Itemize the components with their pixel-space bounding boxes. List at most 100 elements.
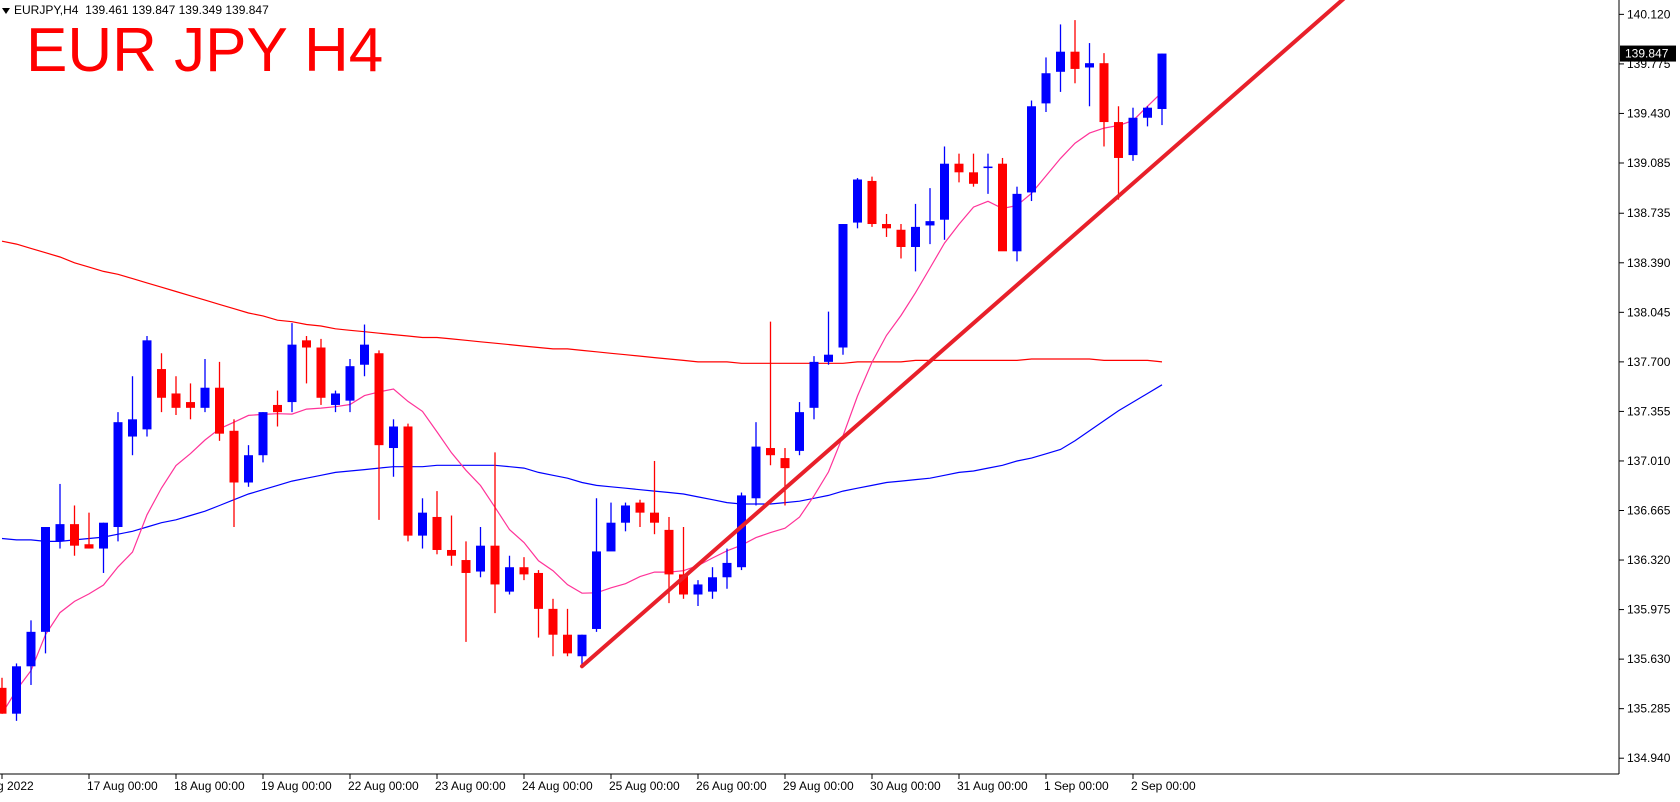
trendline-layer[interactable] (580, 0, 1362, 669)
candle-body (911, 226, 920, 247)
price-tick-label: 138.045 (1627, 305, 1671, 319)
candle-body (1070, 51, 1080, 69)
candle-body (824, 354, 833, 362)
candle-body (1041, 73, 1051, 104)
time-tick-label: 2 Sep 00:00 (1131, 779, 1196, 793)
candle-body (679, 574, 688, 595)
candle-body (316, 347, 326, 398)
candle-body (766, 448, 775, 456)
candle-body (113, 422, 123, 528)
price-tick-label: 136.320 (1627, 553, 1671, 567)
candle-body (128, 419, 137, 437)
high-value: 139.847 (131, 3, 176, 17)
trendline[interactable] (580, 0, 1362, 669)
candle-body (26, 631, 36, 667)
candle-body (896, 229, 906, 247)
price-tick-label: 139.430 (1627, 106, 1671, 120)
candle-body (157, 369, 166, 398)
price-tick-label: 135.630 (1627, 652, 1671, 666)
candle-body (0, 687, 7, 714)
price-tick-label: 139.085 (1627, 156, 1671, 170)
candle-body (1157, 53, 1167, 109)
candle-body (969, 172, 978, 184)
candle-body (258, 412, 268, 456)
candle-body (476, 545, 485, 572)
candle-body (200, 387, 210, 408)
candle-body (41, 527, 50, 632)
candle-body (1056, 51, 1065, 72)
current-price-box (1620, 45, 1676, 62)
time-tick-label: 18 Aug 00:00 (174, 779, 245, 793)
candle-body (635, 502, 645, 513)
candle-body (519, 567, 529, 575)
time-tick-label: 22 Aug 00:00 (348, 779, 419, 793)
price-axis[interactable]: 140.120139.775139.430139.085138.735138.3… (1619, 7, 1671, 765)
price-tick-label: 137.700 (1627, 355, 1671, 369)
candle-body (505, 567, 514, 592)
price-tick-label: 135.285 (1627, 702, 1671, 716)
candle-body (84, 544, 94, 549)
candle-body (287, 344, 297, 403)
candle-body (360, 344, 369, 365)
close-value: 139.847 (225, 3, 269, 17)
candle-body (186, 402, 195, 408)
time-axis[interactable]: 16 Aug 2022 17 Aug 00:00 18 Aug 00:00 19 Au… (0, 774, 1196, 793)
candle-body (389, 426, 398, 449)
time-tick-label: 17 Aug 00:00 (87, 779, 158, 793)
candle-body (577, 634, 587, 657)
ma-mid-line (1, 384, 1163, 542)
candle-body (809, 361, 819, 408)
candle-body (737, 495, 746, 568)
candle-body (925, 221, 935, 226)
candle-body (940, 163, 949, 220)
symbol-name: EURJPY,H4 (14, 3, 79, 17)
candle-body (70, 524, 79, 546)
candle-body (490, 545, 500, 585)
candles (0, 20, 1167, 721)
low-value: 139.349 (178, 3, 223, 17)
open-value: 139.461 (85, 3, 129, 17)
candle-body (751, 446, 761, 499)
candle-body (606, 522, 616, 552)
candle-body (621, 505, 630, 523)
candle-body (998, 163, 1007, 252)
candle-body (302, 340, 311, 348)
candle-body (461, 560, 471, 573)
time-tick-label: 26 Aug 00:00 (696, 779, 767, 793)
overlay-title: EUR JPY H4 (26, 16, 384, 85)
candle-body (99, 522, 108, 549)
time-tick-label: 1 Sep 00:00 (1044, 779, 1109, 793)
time-tick-label: 24 Aug 00:00 (522, 779, 593, 793)
candle-body (142, 340, 152, 430)
candle-body (708, 577, 717, 592)
candle-body (12, 666, 21, 714)
ma-short-line (1, 91, 1163, 715)
candle-body (1099, 63, 1109, 123)
candle-body (853, 179, 862, 223)
price-tick-label: 138.390 (1627, 256, 1671, 270)
candle-body (795, 412, 804, 451)
candle-body (563, 634, 572, 654)
dropdown-triangle-icon[interactable] (2, 7, 10, 14)
candle-body (1012, 193, 1022, 252)
candle-body (374, 353, 384, 446)
symbol-info-bar: EURJPY,H4 139.461 139.847 139.349 139.84… (2, 3, 269, 17)
time-tick-label: 23 Aug 00:00 (435, 779, 506, 793)
price-tick-label: 136.665 (1627, 503, 1671, 517)
candle-body (229, 430, 239, 483)
candle-body (548, 608, 558, 635)
candle-body (273, 404, 282, 413)
candle-body (432, 516, 442, 550)
price-tick-label: 138.735 (1627, 206, 1671, 220)
candle-body (983, 166, 993, 169)
moving-averages (1, 91, 1163, 715)
candle-body (215, 387, 224, 434)
candle-body (592, 551, 601, 629)
time-tick-label: 19 Aug 00:00 (261, 779, 332, 793)
time-tick-label: 16 Aug 2022 (0, 779, 34, 793)
price-tick-label: 140.120 (1627, 7, 1671, 21)
candle-body (171, 393, 181, 408)
